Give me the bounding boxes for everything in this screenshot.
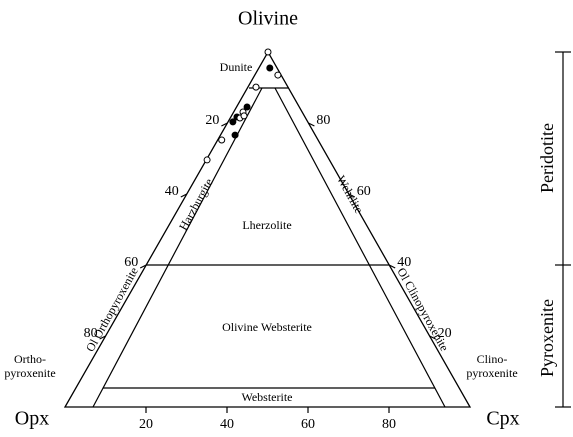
data-point <box>264 48 272 56</box>
tick-mark <box>429 335 436 340</box>
data-point <box>203 156 211 164</box>
boundary-right-inner <box>274 87 446 408</box>
tick-mark <box>308 122 315 127</box>
tick-label: 40 <box>220 417 234 432</box>
tick-mark <box>180 193 188 198</box>
field-label: Clino- <box>477 352 508 366</box>
data-point <box>218 136 226 144</box>
tick-label: 20 <box>438 326 452 341</box>
tick-mark <box>221 122 228 127</box>
field-label: pyroxenite <box>4 366 55 380</box>
field-label: Dunite <box>220 60 253 74</box>
tick-label: 40 <box>165 184 179 199</box>
field-label: Ortho- <box>14 352 46 366</box>
tick-label: 20 <box>139 417 153 432</box>
tick-label: 60 <box>357 184 371 199</box>
tick-label: 40 <box>397 255 411 270</box>
field-label: Olivine Websterite <box>222 320 312 334</box>
field-label: pyroxenite <box>466 366 517 380</box>
data-point <box>252 83 260 91</box>
field-label: Websterite <box>241 390 292 404</box>
tick-label: 80 <box>84 326 98 341</box>
boundary-left-inner <box>92 87 263 408</box>
group-label: Pyroxenite <box>537 299 557 377</box>
tick-label: 80 <box>382 417 396 432</box>
tick-mark <box>348 193 356 198</box>
data-point <box>274 71 282 79</box>
tick-label: 20 <box>205 113 219 128</box>
data-point <box>266 64 274 72</box>
tick-mark <box>139 264 147 269</box>
tick-mark <box>388 264 396 269</box>
field-label: Harzburgite <box>176 176 216 233</box>
data-point <box>243 103 251 111</box>
field-label: Lherzolite <box>242 218 291 232</box>
title: Olivine <box>238 8 298 30</box>
tick-label: 60 <box>124 255 138 270</box>
tick-label: 60 <box>301 417 315 432</box>
group-label: Peridotite <box>537 123 557 193</box>
outer-triangle <box>63 50 472 408</box>
corner-label: Opx <box>15 408 49 430</box>
corner-label: Cpx <box>486 408 519 430</box>
data-point <box>229 118 237 126</box>
tick-mark <box>99 335 106 340</box>
tick-label: 80 <box>316 113 330 128</box>
data-point <box>240 112 248 120</box>
data-point <box>231 131 239 139</box>
